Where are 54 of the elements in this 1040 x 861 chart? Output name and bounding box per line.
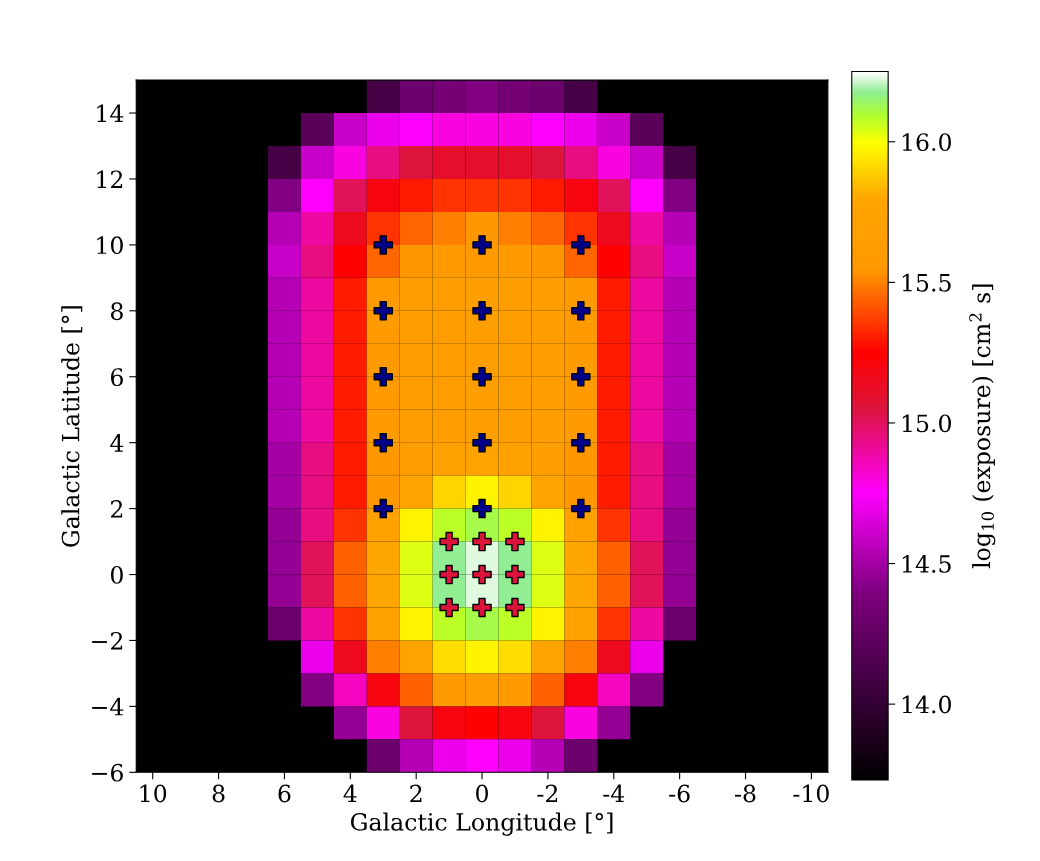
y-tick-label: 8: [110, 302, 123, 321]
point: [373, 301, 393, 321]
point: [505, 531, 525, 552]
x-tick-label: 8: [212, 784, 225, 803]
point: [571, 301, 591, 321]
y-tick-label: 2: [111, 500, 123, 518]
point: [439, 531, 459, 552]
y-tick-label: 6: [110, 368, 123, 387]
point: [373, 366, 393, 387]
color-bar-label: 15.0: [902, 414, 951, 433]
point: [373, 432, 393, 453]
x-tick-label: -4: [603, 784, 625, 803]
x-tick-label: 2: [410, 784, 422, 803]
point: [505, 597, 525, 618]
x-tick-label: -8: [735, 784, 756, 803]
point: [373, 498, 393, 519]
point: [571, 432, 591, 453]
x-tick-label: 10: [140, 784, 167, 803]
color-bar-label: 15.5: [902, 273, 951, 292]
point: [373, 235, 393, 255]
point: [472, 301, 492, 321]
x-tick-label: -2: [537, 784, 558, 803]
x-tick-label: 0: [476, 784, 488, 803]
y-tick-label: 10: [97, 236, 123, 255]
color-bar-label: 14.0: [902, 695, 951, 714]
y-tick-label: −4: [92, 697, 124, 716]
point: [505, 564, 525, 585]
point: [571, 498, 591, 519]
y-tick-label: 14: [97, 104, 124, 123]
x-tick-label: 4: [343, 784, 357, 803]
y-tick-label: −6: [92, 763, 123, 782]
point: [472, 432, 492, 453]
color-bar-label: 16.0: [902, 133, 951, 152]
point: [571, 366, 591, 387]
y-tick-label: 12: [97, 170, 123, 188]
x-axis-title: Galactic Longitude [°]: [350, 812, 613, 836]
y-tick-label: −2: [92, 631, 123, 650]
point: [439, 597, 459, 618]
x-tick-label: -6: [669, 784, 690, 803]
x-tick-label: 6: [278, 784, 291, 803]
y-tick-label: 0: [110, 565, 123, 584]
point: [472, 597, 492, 618]
point: [472, 531, 492, 552]
point: [472, 498, 492, 519]
point: [439, 564, 459, 585]
color-bar-title: log$_{10}$ (exposure) [cm$^{2}$ s]: [969, 284, 996, 569]
point: [472, 366, 492, 387]
point: [472, 564, 492, 585]
y-tick-label: 4: [110, 434, 124, 452]
x-tick-label: -10: [793, 784, 829, 803]
point: [571, 235, 591, 255]
color-bar-label: 14.5: [902, 554, 951, 573]
y-axis-title: Galactic Latitude [°]: [61, 306, 83, 547]
point: [472, 235, 492, 255]
